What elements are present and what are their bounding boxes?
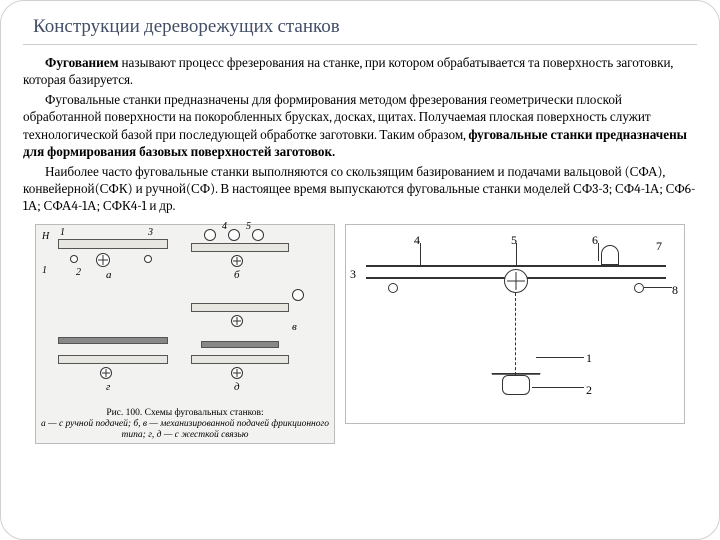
panel-g: г [106,381,110,393]
figure-row: 1 3 1 2 H а 4 5 б в г д Рис. 100. Схемы … [23,224,697,444]
scheme-g-cutter [100,367,112,379]
panel-b: б [234,269,240,281]
scheme-a-support [70,255,78,263]
r-adjust-r [634,283,644,293]
page-title: Конструкции дереворежущих станков [23,15,697,45]
panel-a: а [106,269,112,281]
scheme-v-table [191,303,289,312]
scheme-a-table [58,239,168,249]
scheme-d-table [191,355,289,364]
scheme-b-roller3 [252,229,264,241]
num-2: 2 [76,267,81,278]
rn-8: 8 [672,283,678,298]
r-motor [502,375,530,395]
scheme-b-table [191,243,289,252]
num-4: 4 [222,221,227,232]
scheme-v-roller [292,289,304,301]
scheme-g-conveyor [58,337,168,344]
scheme-b-roller1 [204,229,216,241]
figure-left-schemes: 1 3 1 2 H а 4 5 б в г д Рис. 100. Схемы … [35,224,335,444]
num-1: 1 [60,227,65,238]
lead-2 [532,387,584,388]
r-table-left [366,277,506,279]
lead-1 [536,357,584,358]
left-caption: Рис. 100. Схемы фуговальных станков: а —… [40,408,330,441]
num-1b: 1 [42,265,47,276]
para-1: Фугованием называют процесс фрезерования… [23,55,697,90]
r-table-top [366,265,666,267]
caption-line2: а — с ручной подачей; б, в — механизиров… [40,419,330,441]
label-H: H [42,231,49,242]
num-3: 3 [148,227,153,238]
r-table-right [526,277,666,279]
caption-line1: Рис. 100. Схемы фуговальных станков: [40,408,330,419]
scheme-g-table [58,355,168,364]
scheme-b-cutter [231,255,243,267]
para-3: Наиболее часто фуговальные станки выполн… [23,164,697,216]
body-text: Фугованием называют процесс фрезерования… [23,55,697,216]
r-body [456,295,576,375]
scheme-v-cutter [231,315,243,327]
scheme-a-support2 [144,255,152,263]
scheme-a-cutter [96,253,110,267]
term-fugovanie: Фугованием [45,56,119,71]
panel-v: в [292,321,297,333]
figure-right-machine: 3 4 5 6 7 8 1 2 [345,224,685,424]
para-1-rest: называют процесс фрезерования на станке,… [23,56,673,88]
rn-3: 3 [350,267,356,282]
r-adjust-l [388,283,398,293]
lead-8 [644,287,672,288]
rn-2: 2 [586,383,592,398]
lead-5 [516,243,517,265]
scheme-d-conveyor [201,341,279,348]
lead-6 [598,243,599,261]
rn-1: 1 [586,351,592,366]
rn-7: 7 [656,239,662,254]
r-guard [601,245,619,265]
para-2: Фуговальные станки предназначены для фор… [23,92,697,162]
scheme-b-roller2 [228,229,240,241]
num-5: 5 [246,221,251,232]
lead-4 [420,243,421,265]
panel-d: д [234,381,240,393]
scheme-d-cutter [231,367,243,379]
r-cutter-head [504,269,528,293]
r-belt [515,293,516,375]
